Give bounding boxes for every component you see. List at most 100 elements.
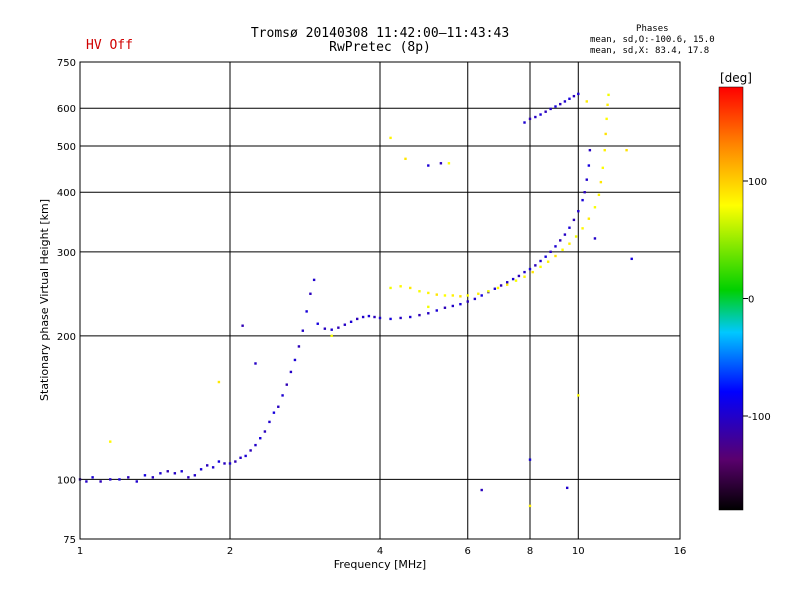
chart-title: Tromsø 20140308 11:42:00–11:43:43 RwPret…	[230, 27, 530, 55]
x-axis-label: Frequency [MHz]	[334, 558, 426, 571]
x-tick-label: 1	[77, 546, 83, 557]
data-point-X	[443, 294, 447, 297]
data-point-O	[173, 472, 177, 475]
data-point-X	[574, 235, 578, 238]
phases-x-stats: mean, sd,X: 83.4, 17.8	[590, 46, 710, 56]
data-point-X	[427, 305, 430, 309]
data-point-O	[439, 162, 443, 165]
y-tick-label: 200	[57, 332, 76, 343]
data-point-O	[99, 480, 102, 483]
data-point-O	[505, 281, 509, 284]
data-point-O	[399, 316, 402, 320]
data-point-X	[625, 148, 628, 152]
data-point-O	[544, 255, 547, 258]
data-point-O	[511, 277, 515, 281]
data-point-O	[187, 476, 190, 479]
y-tick-label: 300	[57, 248, 76, 259]
data-point-O	[517, 274, 521, 278]
phases-o-stats: mean, sd,O:-100.6, 15.0	[590, 35, 715, 45]
y-tick-label: 400	[57, 188, 76, 199]
data-point-X	[587, 217, 591, 220]
colorbar-tick-label: 100	[748, 177, 767, 188]
x-tick-label: 4	[377, 546, 383, 557]
data-point-X	[451, 294, 455, 297]
data-point-O	[249, 449, 252, 452]
data-point-O	[367, 314, 371, 318]
data-point-O	[577, 209, 580, 213]
x-tick-label: 16	[674, 546, 687, 557]
data-point-X	[389, 286, 392, 290]
data-point-O	[85, 480, 88, 483]
data-point-O	[91, 476, 94, 479]
data-point-O	[587, 164, 591, 167]
data-points	[78, 92, 633, 508]
y-tick-label: 600	[57, 104, 76, 115]
data-point-O	[263, 430, 267, 433]
phases-title: Phases	[636, 24, 669, 34]
data-point-X	[605, 117, 608, 121]
data-point-X	[427, 291, 430, 295]
data-point-X	[435, 293, 438, 296]
data-point-X	[418, 290, 421, 293]
y-tick-label: 500	[57, 142, 76, 153]
data-point-O	[205, 464, 209, 467]
data-point-O	[549, 250, 552, 254]
data-point-O	[135, 480, 138, 483]
data-point-O	[480, 294, 483, 297]
data-point-O	[166, 470, 169, 473]
y-axis-label: Stationary phase Virtual Height [km]	[38, 199, 51, 401]
data-point-O	[583, 191, 586, 194]
data-point-O	[418, 313, 421, 317]
data-point-X	[496, 286, 500, 290]
data-point-X	[459, 295, 462, 298]
data-point-O	[466, 300, 469, 303]
data-point-O	[373, 315, 376, 319]
y-tick-label: 750	[57, 58, 76, 69]
data-point-O	[559, 102, 562, 106]
data-point-O	[285, 383, 288, 386]
data-point-X	[593, 206, 597, 209]
data-point-O	[228, 462, 232, 465]
data-point-O	[151, 476, 155, 479]
data-point-O	[451, 304, 455, 308]
data-point-O	[554, 105, 557, 108]
x-tick-label: 2	[227, 546, 233, 557]
data-point-O	[572, 94, 576, 98]
colorbar-unit-label: [deg]	[720, 71, 752, 85]
data-point-O	[361, 315, 365, 319]
grid	[80, 62, 680, 539]
data-point-O	[630, 257, 633, 261]
data-point-O	[323, 327, 327, 330]
data-point-X	[585, 100, 588, 103]
data-point-O	[409, 315, 412, 319]
data-point-O	[143, 474, 147, 477]
data-point-X	[330, 334, 333, 338]
data-point-O	[272, 411, 276, 414]
data-point-O	[563, 233, 567, 236]
data-point-X	[109, 440, 112, 443]
title-line-1: Tromsø 20140308 11:42:00–11:43:43	[250, 26, 510, 41]
data-point-X	[554, 254, 557, 258]
data-point-O	[118, 478, 121, 481]
colorbar-tick-label: -100	[748, 412, 771, 423]
data-point-X	[217, 380, 221, 384]
data-point-O	[559, 239, 562, 242]
data-point-O	[349, 320, 353, 323]
data-point-X	[599, 180, 603, 184]
data-point-X	[597, 193, 601, 197]
data-point-X	[466, 294, 469, 297]
data-point-O	[528, 267, 532, 271]
data-point-O	[312, 278, 316, 282]
data-point-X	[523, 275, 526, 278]
data-point-O	[330, 328, 333, 331]
data-point-X	[561, 248, 564, 251]
hv-status: HV Off	[86, 38, 133, 53]
data-point-O	[337, 326, 340, 329]
data-point-O	[211, 466, 215, 469]
data-point-O	[378, 316, 382, 320]
data-point-O	[268, 420, 271, 424]
data-point-O	[297, 345, 301, 348]
data-point-O	[443, 306, 447, 309]
data-point-O	[459, 302, 462, 306]
data-point-X	[601, 166, 605, 170]
